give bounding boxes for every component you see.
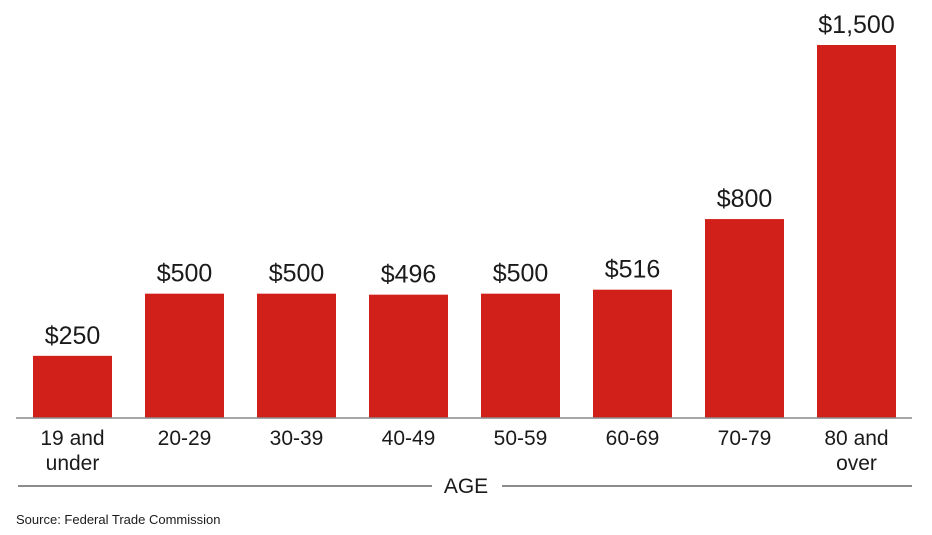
category-labels-group: 19 and under 20-29 30-39 40-49 50-59 60-69 70-7… <box>40 427 888 475</box>
bar-5 <box>481 293 560 418</box>
category-label-6: 60-69 <box>606 427 660 450</box>
value-label-2: $500 <box>157 260 213 288</box>
category-label-2: 20-29 <box>158 427 212 450</box>
category-label-line: 80 and <box>824 427 888 450</box>
category-label-8: 80 and over <box>824 427 888 475</box>
bar-4 <box>369 294 448 418</box>
value-label-3: $500 <box>269 260 325 288</box>
bar-2 <box>145 293 224 418</box>
category-label-7: 70-79 <box>718 427 772 450</box>
category-label-line: 50-59 <box>494 427 548 450</box>
category-label-line: 30-39 <box>270 427 324 450</box>
category-label-5: 50-59 <box>494 427 548 450</box>
bar-1 <box>33 355 112 418</box>
value-label-8: $1,500 <box>818 11 894 39</box>
value-label-5: $500 <box>493 260 549 288</box>
category-label-line: under <box>46 452 100 475</box>
value-label-7: $800 <box>717 185 773 213</box>
category-label-3: 30-39 <box>270 427 324 450</box>
source-note: Source: Federal Trade Commission <box>16 512 221 527</box>
category-label-4: 40-49 <box>382 427 436 450</box>
category-label-line: 40-49 <box>382 427 436 450</box>
category-label-line: 20-29 <box>158 427 212 450</box>
category-label-1: 19 and under <box>40 427 104 475</box>
bar-6 <box>593 289 672 418</box>
bars-group <box>33 45 896 418</box>
category-label-line: over <box>836 452 877 475</box>
category-label-line: 70-79 <box>718 427 772 450</box>
category-label-line: 60-69 <box>606 427 660 450</box>
category-label-line: 19 and <box>40 427 104 450</box>
bar-8 <box>817 45 896 418</box>
value-label-1: $250 <box>45 322 101 350</box>
bar-3 <box>257 293 336 418</box>
bar-7 <box>705 219 784 418</box>
x-axis-title: AGE <box>444 475 488 498</box>
value-label-4: $496 <box>381 261 437 289</box>
value-labels-group: $250 $500 $500 $496 $500 $516 $800 $1,500 <box>45 11 895 350</box>
value-label-6: $516 <box>605 256 661 284</box>
